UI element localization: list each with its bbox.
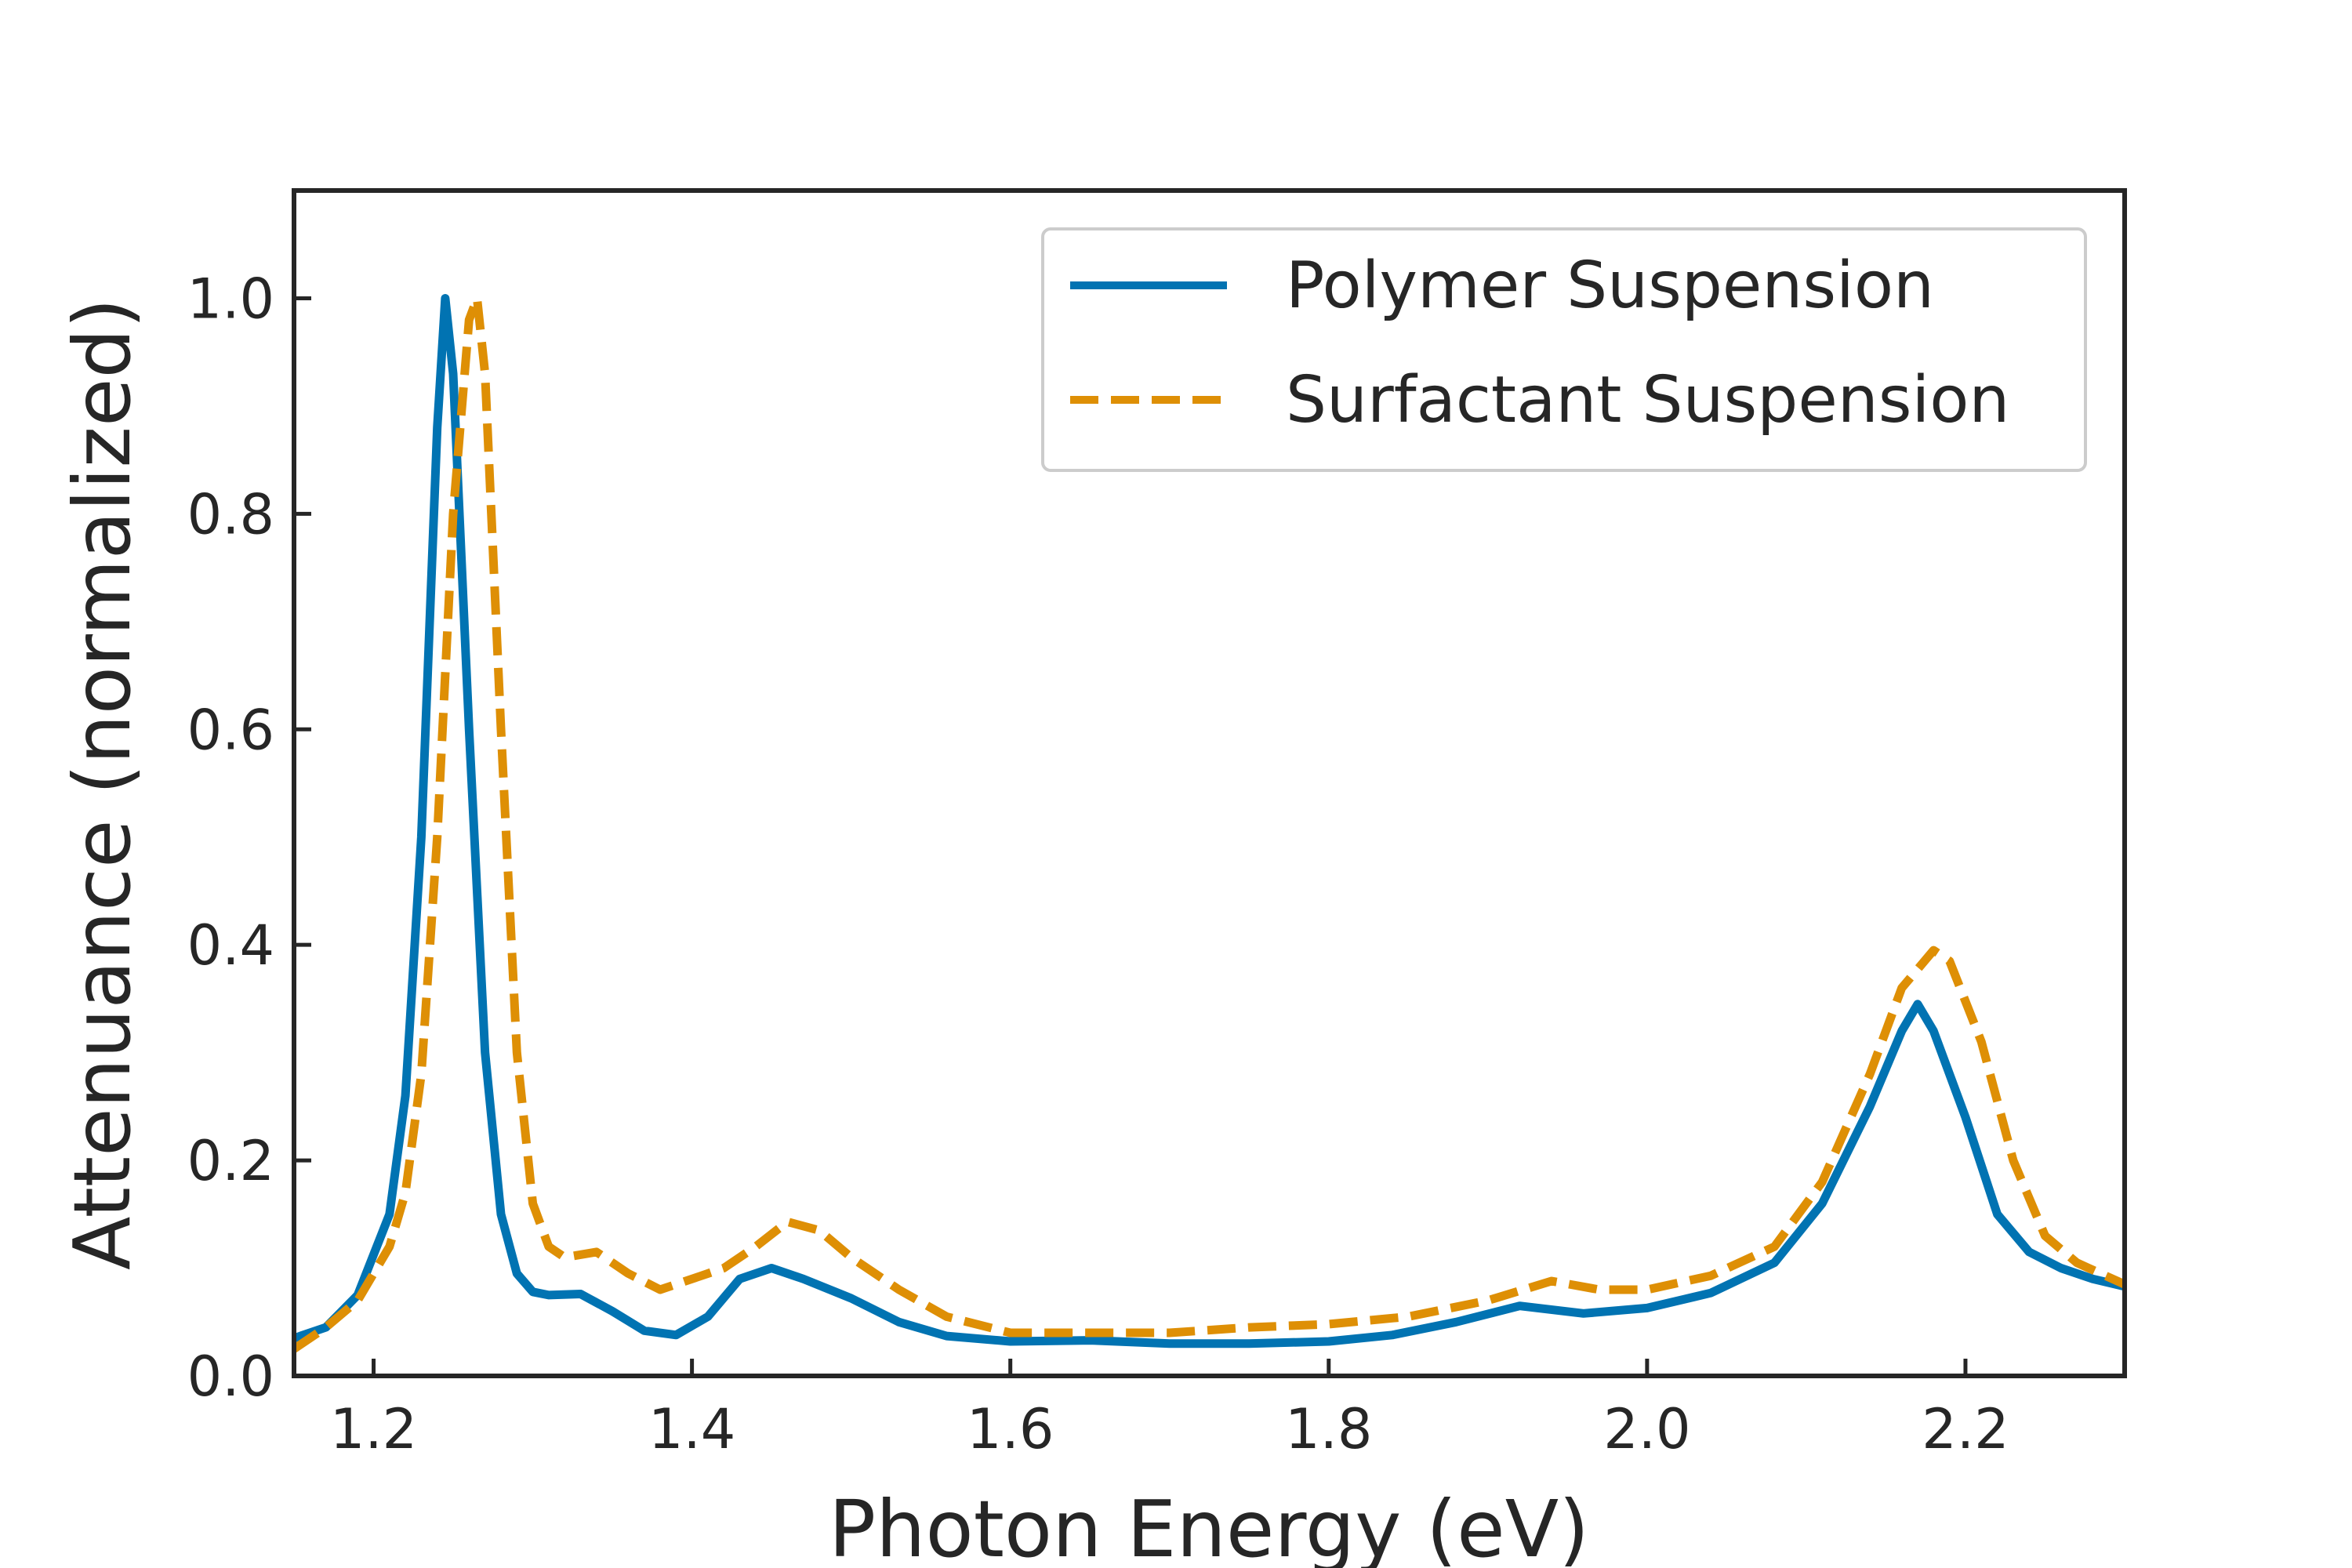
x-tick-label: 1.6 [967, 1397, 1054, 1461]
legend-box [1041, 227, 2087, 472]
x-tick-label: 1.2 [330, 1397, 417, 1461]
legend: Polymer Suspension Surfactant Suspension [1041, 227, 2087, 472]
series-layer [291, 294, 2127, 1353]
legend-label-surfactant: Surfactant Suspension [1286, 363, 2009, 437]
x-tick-label: 1.8 [1285, 1397, 1372, 1461]
y-tick-label: 0.4 [187, 913, 274, 978]
y-tick-label: 0.0 [187, 1345, 274, 1409]
x-axis-ticks: 1.2 1.4 1.6 1.8 2.0 2.2 [330, 1359, 2009, 1461]
x-tick-label: 1.4 [648, 1397, 735, 1461]
series-line-surfactant [291, 294, 2127, 1353]
x-axis-label: Photon Energy (eV) [829, 1483, 1589, 1568]
plot-area [291, 188, 2127, 1378]
y-axis-ticks: 0.0 0.2 0.4 0.6 0.8 1.0 [187, 267, 311, 1409]
legend-label-polymer: Polymer Suspension [1286, 249, 1934, 323]
x-tick-label: 2.2 [1922, 1397, 2009, 1461]
series-line-polymer [292, 294, 2126, 1348]
x-tick-label: 2.0 [1603, 1397, 1690, 1461]
y-tick-label: 1.0 [187, 267, 274, 331]
y-tick-label: 0.2 [187, 1129, 274, 1193]
plot-frame [292, 188, 2127, 1378]
y-tick-label: 0.8 [187, 482, 274, 546]
y-tick-label: 0.6 [187, 698, 274, 762]
y-axis-label: Attenuance (normalized) [56, 298, 148, 1270]
